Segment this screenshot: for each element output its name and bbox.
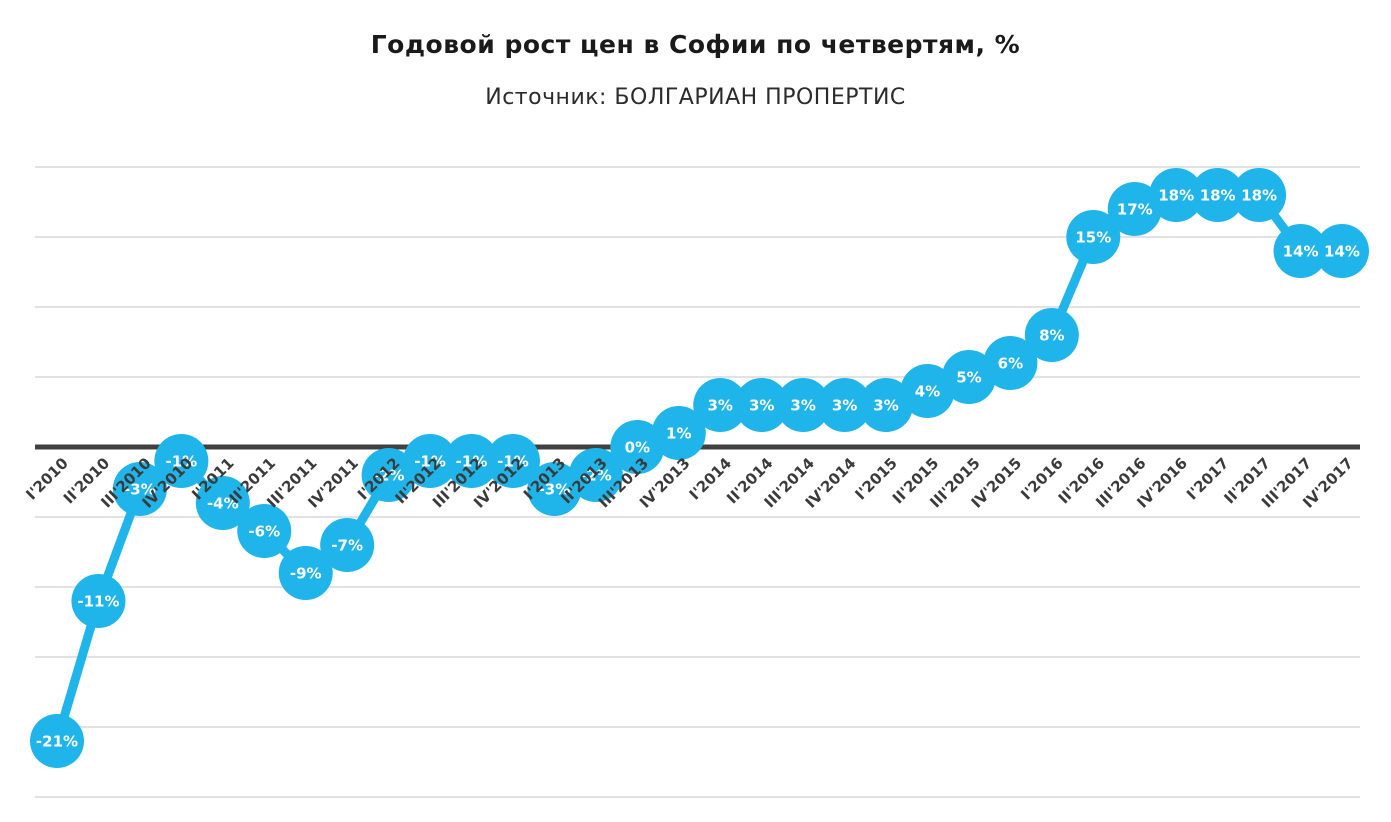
data-point-marker xyxy=(1107,182,1162,236)
data-label: 18% xyxy=(1158,186,1194,204)
data-label: 18% xyxy=(1200,186,1236,204)
data-label: -7% xyxy=(331,536,363,554)
data-label: 14% xyxy=(1324,242,1360,260)
data-point-marker xyxy=(859,378,914,432)
data-label: -1% xyxy=(497,452,529,470)
chart-title: Годовой рост цен в Софии по четвертям, % xyxy=(370,30,1021,59)
data-point-marker xyxy=(112,462,167,516)
data-label: -6% xyxy=(248,522,280,540)
data-point-marker xyxy=(734,378,789,432)
data-point-marker xyxy=(983,336,1038,390)
data-label: 3% xyxy=(873,396,898,414)
data-point-marker xyxy=(941,350,996,404)
series-line xyxy=(52,190,1347,746)
data-point-marker xyxy=(403,434,458,488)
data-point-marker xyxy=(444,434,499,488)
data-point-marker xyxy=(1273,224,1328,278)
data-label: -1% xyxy=(414,452,446,470)
data-label: 3% xyxy=(749,396,774,414)
data-label: -3% xyxy=(124,480,156,498)
data-point-marker xyxy=(154,434,209,488)
data-point-marker xyxy=(610,420,665,474)
data-label: -9% xyxy=(290,564,322,582)
data-label: -2% xyxy=(373,466,405,484)
data-point-marker xyxy=(1232,168,1287,222)
data-label: 6% xyxy=(998,354,1023,372)
data-label: -2% xyxy=(580,466,612,484)
data-label: 1% xyxy=(666,424,691,442)
data-label: 3% xyxy=(832,396,857,414)
data-label: 15% xyxy=(1075,228,1111,246)
data-label: -1% xyxy=(166,452,198,470)
data-point-marker xyxy=(71,574,126,628)
data-point-marker xyxy=(1190,168,1245,222)
data-point-marker xyxy=(527,462,582,516)
data-label: 3% xyxy=(707,396,732,414)
data-point-marker xyxy=(817,378,872,432)
data-label: 14% xyxy=(1283,242,1319,260)
data-label: 18% xyxy=(1241,186,1277,204)
data-point-marker xyxy=(195,476,250,530)
data-point-marker xyxy=(1149,168,1204,222)
data-point-marker xyxy=(361,448,416,502)
data-point-marker xyxy=(776,378,831,432)
data-point-marker xyxy=(237,504,292,558)
data-label: 0% xyxy=(625,438,650,456)
data-label: 4% xyxy=(915,382,940,400)
data-point-marker xyxy=(651,406,706,460)
data-point-marker xyxy=(485,434,540,488)
data-point-marker xyxy=(1315,224,1369,278)
data-label: 8% xyxy=(1039,326,1064,344)
data-point-marker xyxy=(900,364,955,418)
data-point-marker xyxy=(693,378,748,432)
data-point-marker xyxy=(278,546,333,600)
data-point-marker xyxy=(1024,308,1079,362)
data-label: 17% xyxy=(1117,200,1153,218)
data-point-marker xyxy=(568,448,623,502)
data-label: -21% xyxy=(36,732,78,750)
chart-source-subtitle: Источник: БОЛГАРИАН ПРОПЕРТИС xyxy=(485,85,906,110)
data-label: -1% xyxy=(456,452,488,470)
data-label: -3% xyxy=(539,480,571,498)
data-point-marker xyxy=(1066,210,1121,264)
data-label: 5% xyxy=(956,368,981,386)
data-label: 3% xyxy=(790,396,815,414)
data-label: -11% xyxy=(77,592,119,610)
data-point-marker xyxy=(320,518,375,572)
data-point-marker xyxy=(30,714,84,768)
data-label: -4% xyxy=(207,494,239,512)
